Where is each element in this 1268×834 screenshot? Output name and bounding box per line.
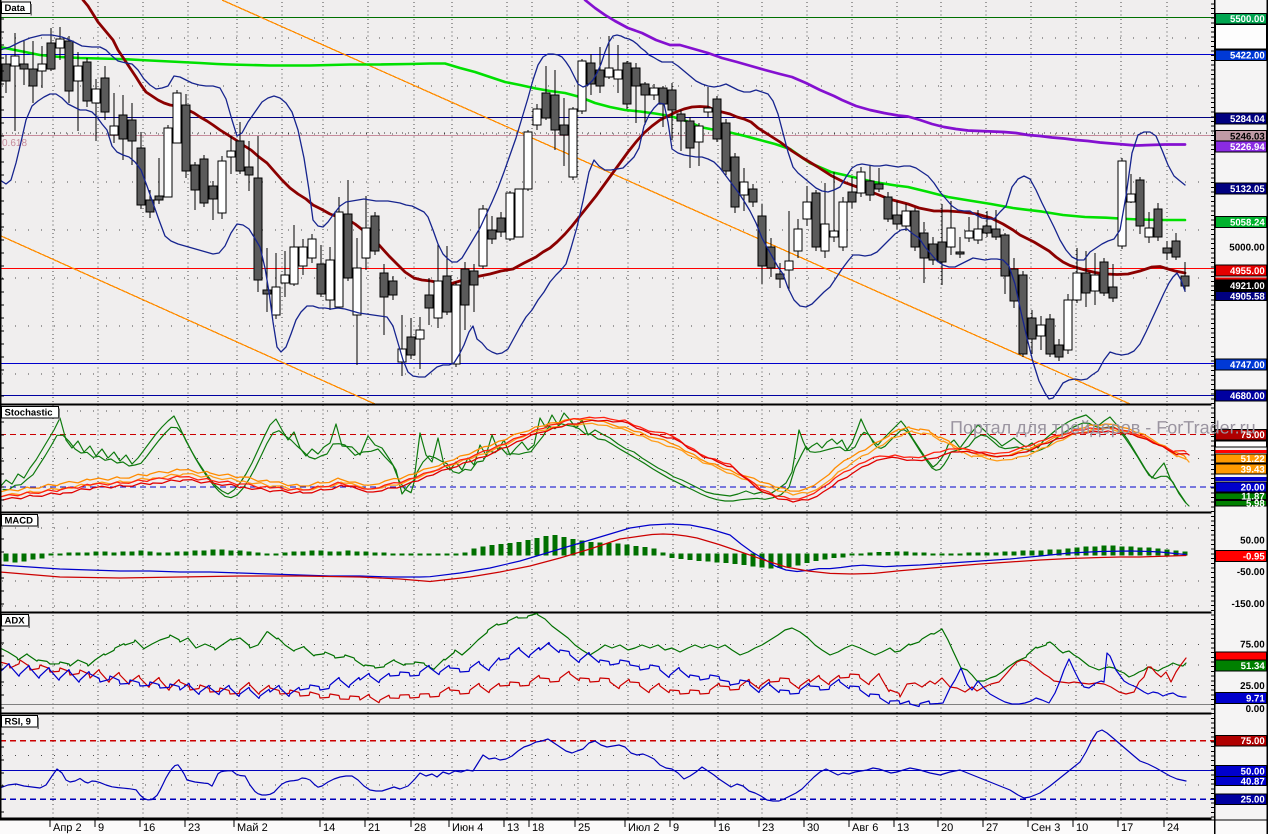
svg-text:10: 10 <box>1076 822 1088 834</box>
svg-text:16: 16 <box>718 822 730 834</box>
svg-text:0.618: 0.618 <box>2 138 27 149</box>
svg-text:4955.00: 4955.00 <box>1230 266 1265 277</box>
svg-text:25.00: 25.00 <box>1241 795 1265 806</box>
svg-text:18: 18 <box>532 822 544 834</box>
svg-text:23: 23 <box>762 822 774 834</box>
svg-text:75.00: 75.00 <box>1241 736 1265 747</box>
svg-text:Май 2: Май 2 <box>237 822 268 834</box>
svg-text:50.00: 50.00 <box>1241 766 1265 777</box>
svg-text:Апр 2: Апр 2 <box>53 822 82 834</box>
svg-text:39.43: 39.43 <box>1241 464 1265 475</box>
svg-text:20: 20 <box>941 822 953 834</box>
svg-text:5500.00: 5500.00 <box>1230 14 1265 25</box>
svg-text:-50.00: -50.00 <box>1237 567 1265 578</box>
svg-text:5226.94: 5226.94 <box>1230 142 1265 153</box>
svg-text:24: 24 <box>1167 822 1179 834</box>
svg-text:-0.95: -0.95 <box>1243 551 1266 562</box>
svg-text:13: 13 <box>897 822 909 834</box>
svg-text:5000.00: 5000.00 <box>1229 242 1265 253</box>
svg-text:5.98: 5.98 <box>1246 499 1265 510</box>
svg-text:14: 14 <box>323 822 335 834</box>
svg-text:25.00: 25.00 <box>1240 681 1265 692</box>
svg-text:4905.58: 4905.58 <box>1230 291 1265 302</box>
svg-text:0.00: 0.00 <box>1246 704 1266 715</box>
svg-text:75.00: 75.00 <box>1240 640 1265 651</box>
svg-text:13: 13 <box>507 822 519 834</box>
svg-text:75.00: 75.00 <box>1241 430 1265 441</box>
svg-text:28: 28 <box>414 822 426 834</box>
svg-text:4921.00: 4921.00 <box>1230 281 1265 292</box>
svg-text:-150.00: -150.00 <box>1231 599 1265 610</box>
svg-text:MACD: MACD <box>5 516 34 527</box>
svg-text:9.71: 9.71 <box>1246 693 1265 704</box>
svg-text:9: 9 <box>98 822 104 834</box>
svg-text:ADX: ADX <box>5 616 26 627</box>
svg-text:5132.05: 5132.05 <box>1230 184 1265 195</box>
svg-text:5284.04: 5284.04 <box>1230 114 1265 125</box>
svg-text:50.00: 50.00 <box>1240 536 1265 547</box>
svg-text:Июл 2: Июл 2 <box>628 822 660 834</box>
svg-text:40.87: 40.87 <box>1241 776 1265 787</box>
svg-text:21: 21 <box>368 822 380 834</box>
svg-text:Stochastic: Stochastic <box>5 408 53 419</box>
svg-text:20.00: 20.00 <box>1241 482 1265 493</box>
svg-text:23: 23 <box>188 822 200 834</box>
svg-text:Авг 6: Авг 6 <box>852 822 878 834</box>
svg-text:30: 30 <box>807 822 819 834</box>
svg-text:Сен 3: Сен 3 <box>1031 822 1060 834</box>
svg-text:5058.24: 5058.24 <box>1230 217 1265 228</box>
svg-text:51.22: 51.22 <box>1241 454 1265 465</box>
svg-text:27: 27 <box>986 822 998 834</box>
svg-text:Портал для трейдеров - ForTrad: Портал для трейдеров - ForTrader.ru <box>950 418 1256 438</box>
svg-text:4747.00: 4747.00 <box>1230 360 1265 371</box>
svg-text:Data: Data <box>5 3 26 14</box>
svg-text:11.87: 11.87 <box>1241 492 1264 503</box>
svg-text:5422.00: 5422.00 <box>1230 51 1265 62</box>
svg-text:Июн 4: Июн 4 <box>452 822 483 834</box>
svg-text:25: 25 <box>578 822 590 834</box>
svg-text:51.34: 51.34 <box>1241 661 1266 672</box>
svg-text:9: 9 <box>673 822 679 834</box>
svg-text:5246.03: 5246.03 <box>1230 131 1265 142</box>
svg-text:16: 16 <box>143 822 155 834</box>
svg-text:4680.00: 4680.00 <box>1230 391 1265 402</box>
svg-text:RSI, 9: RSI, 9 <box>5 717 31 728</box>
svg-text:17: 17 <box>1121 822 1133 834</box>
